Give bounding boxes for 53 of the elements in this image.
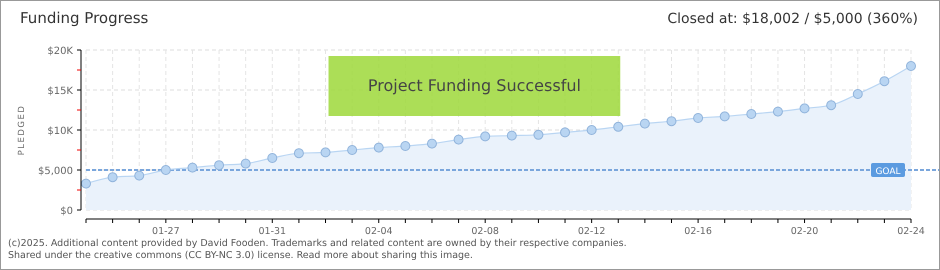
point <box>640 118 650 129</box>
point <box>586 125 597 135</box>
point <box>800 103 810 114</box>
point <box>400 141 410 151</box>
y-tick-label: $5,000 <box>38 166 73 177</box>
text: Shared under the creative commons (CC BY-NC 3.0) license. Read more about sharing this image. <box>8 250 473 261</box>
x-tick-label: 02-08 <box>471 226 499 237</box>
point <box>320 147 331 158</box>
ref-line-label: GOAL <box>875 167 901 177</box>
point <box>240 158 251 169</box>
point <box>134 170 144 181</box>
x-tick-label: 01-27 <box>152 226 180 237</box>
x-tick-label: 01-31 <box>258 226 286 237</box>
y-tick-label: $10K <box>47 126 74 137</box>
point <box>852 89 863 99</box>
point <box>267 153 278 163</box>
x-tick-label: 02-16 <box>684 226 712 237</box>
y-tick-label: $20K <box>47 46 74 57</box>
point <box>560 127 570 138</box>
y-axis-title: PLEDGED <box>17 104 27 156</box>
annotation: Project Funding Successful <box>368 76 581 95</box>
point <box>746 109 756 119</box>
point <box>533 130 544 140</box>
banner: Project Funding Successful <box>328 56 620 116</box>
point <box>720 111 730 122</box>
y-tick-label: $0 <box>60 206 73 217</box>
point <box>480 131 490 142</box>
point <box>906 61 916 71</box>
point <box>214 160 224 170</box>
point <box>426 138 437 149</box>
point <box>108 172 118 182</box>
x-tick-label: 02-12 <box>578 226 606 237</box>
point <box>693 113 704 123</box>
point <box>506 130 517 141</box>
text: (c)2025. Additional content provided by David Fooden. Trademarks and related content are owned by their respective companies. <box>8 238 627 249</box>
x-tick-label: 02-24 <box>897 226 925 237</box>
point <box>187 162 198 173</box>
point <box>666 116 676 126</box>
point <box>454 134 464 145</box>
point <box>81 178 91 189</box>
point <box>374 142 384 153</box>
point <box>613 122 624 132</box>
point <box>294 148 304 158</box>
x-tick-label: 02-20 <box>790 226 818 237</box>
point <box>160 165 171 175</box>
point <box>772 106 783 117</box>
point <box>826 100 836 110</box>
chart-title: Funding Progress <box>20 9 149 27</box>
x-tick-label: 02-04 <box>364 226 393 237</box>
y-tick-label: $15K <box>47 86 74 97</box>
chart-subtitle: Closed at: $18,002 / $5,000 (360%) <box>667 11 918 27</box>
point <box>347 145 358 155</box>
point <box>879 76 890 86</box>
